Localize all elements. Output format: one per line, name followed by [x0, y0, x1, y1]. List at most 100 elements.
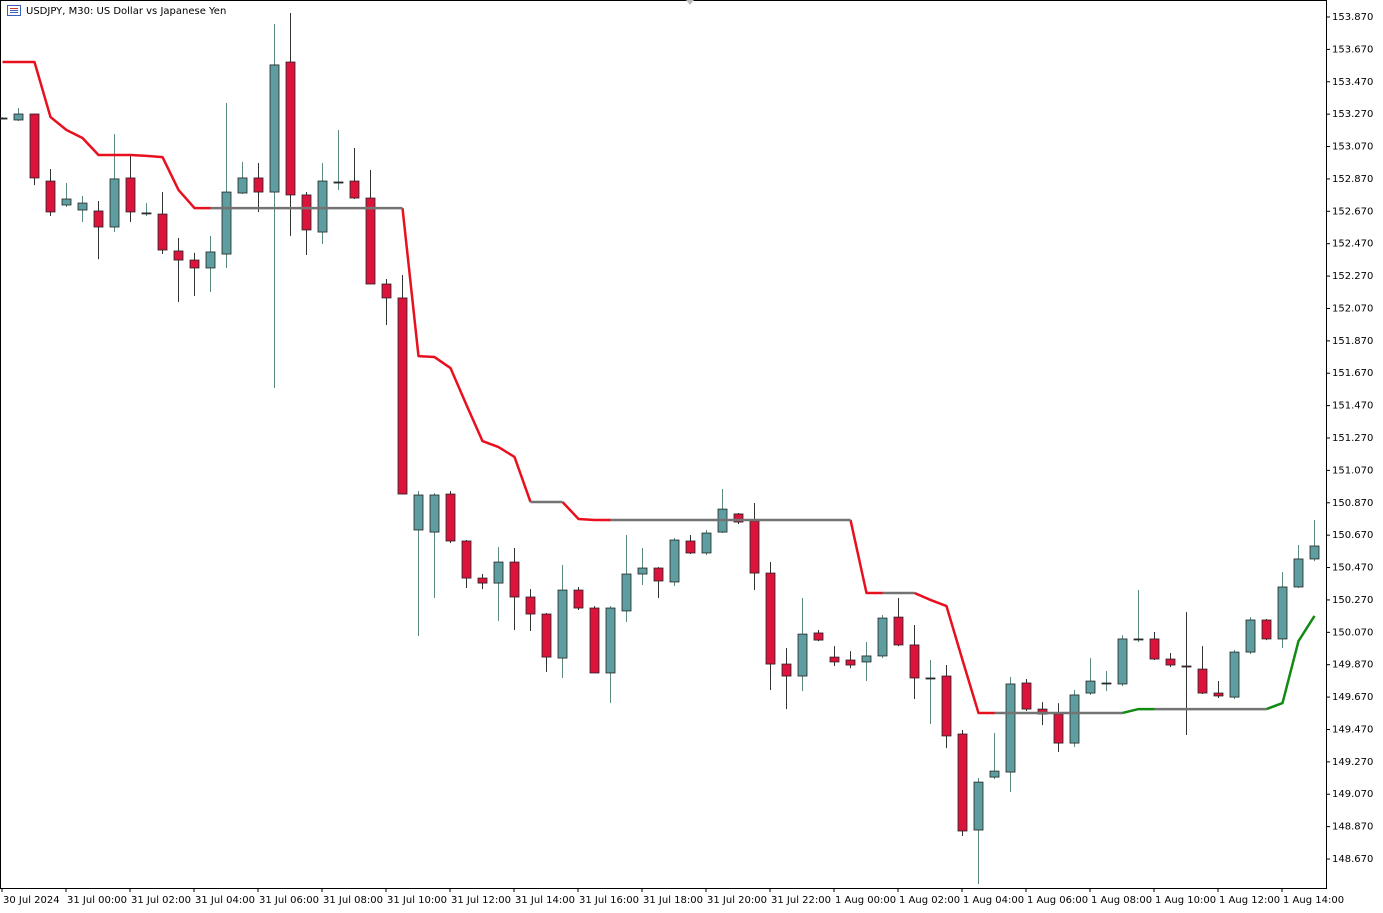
- x-tick-label: 31 Jul 14:00: [515, 895, 575, 906]
- y-tick-label: 152.670: [1332, 206, 1373, 217]
- candle-body: [269, 64, 280, 193]
- y-tick-label: 149.670: [1332, 692, 1373, 703]
- y-tick-label: 149.270: [1332, 757, 1373, 768]
- y-tick-label: 152.270: [1332, 271, 1373, 282]
- y-tick-label: 153.270: [1332, 109, 1373, 120]
- y-tick-label: 148.870: [1332, 822, 1373, 833]
- candle-body: [1165, 658, 1176, 666]
- y-tick-label: 153.470: [1332, 77, 1373, 88]
- x-tick-label: 31 Jul 18:00: [643, 895, 703, 906]
- x-tick-label: 31 Jul 10:00: [387, 895, 447, 906]
- candle-body: [1101, 682, 1112, 685]
- candle-body: [1197, 668, 1208, 694]
- candle-body: [333, 181, 344, 184]
- candle-body: [573, 589, 584, 609]
- candles: [0, 12, 1320, 885]
- candle-body: [797, 633, 808, 677]
- y-tick-label: 151.870: [1332, 336, 1373, 347]
- candle-body: [237, 177, 248, 194]
- y-tick-label: 151.670: [1332, 368, 1373, 379]
- candle-body: [493, 561, 504, 584]
- indicator-line: [1122, 615, 1316, 715]
- y-tick-label: 150.470: [1332, 563, 1373, 574]
- candle-body: [445, 493, 456, 542]
- candle-body: [141, 212, 152, 215]
- candle-body: [989, 770, 1000, 778]
- y-tick-label: 151.070: [1332, 465, 1373, 476]
- candle-body: [381, 283, 392, 299]
- candle-body: [861, 655, 872, 663]
- candle-body: [509, 561, 520, 598]
- y-tick-label: 152.470: [1332, 239, 1373, 250]
- candle-body: [221, 191, 232, 255]
- candle-body: [541, 613, 552, 658]
- candle-body: [109, 178, 120, 228]
- candle-body: [301, 194, 312, 231]
- x-tick-label: 31 Jul 12:00: [451, 895, 511, 906]
- candle-body: [125, 177, 136, 213]
- candle-body: [925, 677, 936, 680]
- symbol-icon: [7, 5, 21, 16]
- candle-body: [557, 589, 568, 659]
- candle-body: [0, 117, 8, 120]
- y-tick-label: 149.870: [1332, 660, 1373, 671]
- candle-body: [429, 494, 440, 533]
- candle-body: [525, 596, 536, 615]
- candle-body: [29, 113, 40, 179]
- candle-body: [285, 61, 296, 196]
- candle-body: [61, 198, 72, 206]
- candle-body: [93, 210, 104, 228]
- candle-body: [413, 494, 424, 531]
- candle-body: [1229, 651, 1240, 698]
- candle-body: [813, 632, 824, 641]
- candle-body: [365, 197, 376, 285]
- indicator-line: [210, 206, 1267, 715]
- y-tick-label: 148.670: [1332, 854, 1373, 865]
- candle-body: [1021, 682, 1032, 710]
- candle-body: [829, 656, 840, 663]
- indicator-line: [2, 60, 995, 715]
- candle-body: [669, 539, 680, 583]
- candle-body: [13, 113, 24, 121]
- candle-body: [765, 572, 776, 665]
- candle-body: [1261, 619, 1272, 640]
- candle-body: [1293, 558, 1304, 588]
- y-tick-label: 152.070: [1332, 303, 1373, 314]
- candle-body: [1133, 638, 1144, 641]
- x-tick-label: 31 Jul 04:00: [195, 895, 255, 906]
- x-tick-label: 1 Aug 08:00: [1091, 895, 1152, 906]
- candle-body: [157, 213, 168, 251]
- candle-body: [1117, 638, 1128, 685]
- x-tick-label: 31 Jul 06:00: [259, 895, 319, 906]
- x-tick-label: 1 Aug 02:00: [899, 895, 960, 906]
- x-tick-label: 31 Jul 20:00: [707, 895, 767, 906]
- candle-body: [1149, 638, 1160, 660]
- y-tick-label: 149.070: [1332, 789, 1373, 800]
- candle-body: [1309, 545, 1320, 560]
- x-tick-label: 1 Aug 06:00: [1027, 895, 1088, 906]
- candle-body: [45, 180, 56, 213]
- x-tick-label: 1 Aug 12:00: [1219, 895, 1280, 906]
- x-tick-label: 31 Jul 22:00: [771, 895, 831, 906]
- candle-body: [685, 540, 696, 554]
- candle-body: [909, 644, 920, 679]
- candle-body: [973, 781, 984, 831]
- scroll-marker: [686, 0, 694, 5]
- candle-body: [845, 659, 856, 666]
- candle-body: [637, 567, 648, 575]
- plot-frame: [0, 0, 1327, 889]
- x-tick-label: 31 Jul 08:00: [323, 895, 383, 906]
- candle-body: [189, 259, 200, 269]
- y-tick-label: 150.070: [1332, 627, 1373, 638]
- x-tick-label: 1 Aug 14:00: [1283, 895, 1344, 906]
- candle-body: [1005, 683, 1016, 773]
- candle-body: [1069, 694, 1080, 744]
- candle-body: [1053, 713, 1064, 744]
- candle-body: [1181, 665, 1192, 668]
- y-tick-label: 153.870: [1332, 12, 1373, 23]
- y-tick-label: 150.270: [1332, 595, 1373, 606]
- y-tick-label: 149.470: [1332, 724, 1373, 735]
- candle-body: [781, 663, 792, 677]
- candle-body: [349, 180, 360, 199]
